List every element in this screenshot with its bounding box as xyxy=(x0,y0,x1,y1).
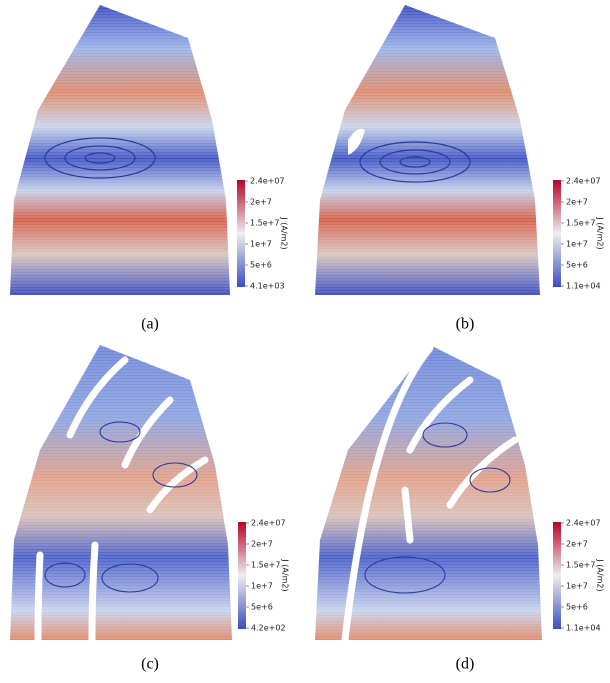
colorbar-title: J (A/m2) xyxy=(280,216,289,249)
colorbar-title: J (A/m2) xyxy=(281,558,290,591)
colorbar-label: 1e+7 xyxy=(251,582,273,591)
colorbar-label: 1.5e+7 xyxy=(566,561,595,570)
caption: (a) xyxy=(141,316,159,333)
colorbar-label: 5e+6 xyxy=(250,261,272,270)
colorbar-label: 2e+7 xyxy=(566,198,588,207)
colorbar-label: 2e+7 xyxy=(251,540,273,549)
panel-b: (b) 2.4e+07 2e+7 1.5e+7 1e+7 5e+6 1.1e+04 J (A/… xyxy=(315,5,605,333)
caption: (b) xyxy=(456,316,475,333)
colorbar-label: 1.1e+04 xyxy=(566,624,601,633)
colorbar-label: 1.5e+7 xyxy=(566,219,595,228)
colorbar-label: 1.1e+04 xyxy=(566,282,601,291)
colorbar-title: J (A/m2) xyxy=(596,216,605,249)
colorbar-label: 4.2e+02 xyxy=(251,624,286,633)
figure: (a) 2.4e+07 2e+7 1.5e+7 1e+7 5e+6 4.1e+03 J (A/… xyxy=(0,0,610,683)
colorbar-label: 1.5e+7 xyxy=(251,561,280,570)
panel-c: (c) 2.4e+07 2e+7 1.5e+7 1e+7 5e+6 4.2e+02 J (A/… xyxy=(10,345,290,673)
colorbar-label: 2.4e+07 xyxy=(566,177,601,186)
colorbar-label: 2.4e+07 xyxy=(250,177,285,186)
colorbar-label: 5e+6 xyxy=(251,603,273,612)
caption: (c) xyxy=(141,656,159,673)
colorbar-label: 2.4e+07 xyxy=(566,519,601,528)
colorbar-label: 5e+6 xyxy=(566,261,588,270)
caption: (d) xyxy=(456,656,475,673)
colorbar-label: 1e+7 xyxy=(250,240,272,249)
colorbar-label: 1.5e+7 xyxy=(250,219,279,228)
colorbar xyxy=(553,180,561,287)
panel-a: (a) 2.4e+07 2e+7 1.5e+7 1e+7 5e+6 4.1e+03 J (A/… xyxy=(10,5,289,333)
streamlines xyxy=(10,5,230,295)
colorbar-label: 2.4e+07 xyxy=(251,519,286,528)
streamlines xyxy=(10,345,232,640)
colorbar xyxy=(238,522,246,629)
colorbar-label: 1e+7 xyxy=(566,582,588,591)
colorbar-title: J (A/m2) xyxy=(596,558,605,591)
colorbar xyxy=(553,522,561,629)
panel-d: (d) 2.4e+07 2e+7 1.5e+7 1e+7 5e+6 1.1e+04 J (A/… xyxy=(315,345,605,673)
colorbar xyxy=(237,180,245,287)
colorbar-label: 1e+7 xyxy=(566,240,588,249)
colorbar-label: 2e+7 xyxy=(566,540,588,549)
colorbar-label: 4.1e+03 xyxy=(250,282,285,291)
colorbar-label: 5e+6 xyxy=(566,603,588,612)
colorbar-label: 2e+7 xyxy=(250,198,272,207)
